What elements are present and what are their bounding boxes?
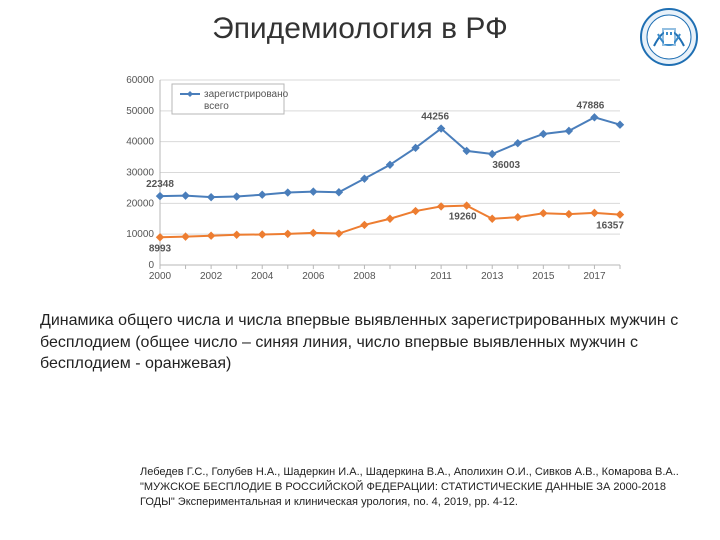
epidemiology-chart: 0 10000 20000 30000 40000 50000 60000 2000 2002 2… xyxy=(110,70,630,290)
svg-text:60000: 60000 xyxy=(126,75,154,86)
chart-caption: Динамика общего числа и числа впервые вы… xyxy=(40,310,680,375)
svg-text:47886: 47886 xyxy=(577,100,605,111)
svg-text:16357: 16357 xyxy=(596,221,624,232)
svg-text:10000: 10000 xyxy=(126,229,154,240)
svg-text:2013: 2013 xyxy=(481,271,504,282)
slide-title: Эпидемиология в РФ xyxy=(0,12,720,46)
svg-text:2015: 2015 xyxy=(532,271,555,282)
svg-text:2017: 2017 xyxy=(583,271,606,282)
svg-text:2011: 2011 xyxy=(430,271,452,282)
svg-text:36003: 36003 xyxy=(492,160,520,171)
svg-text:30000: 30000 xyxy=(126,168,154,179)
svg-text:50000: 50000 xyxy=(126,106,154,117)
svg-text:8993: 8993 xyxy=(149,243,172,254)
svg-text:2006: 2006 xyxy=(302,271,325,282)
svg-text:44256: 44256 xyxy=(421,112,449,123)
svg-text:40000: 40000 xyxy=(126,137,154,148)
svg-text:20000: 20000 xyxy=(126,198,154,209)
svg-text:всего: всего xyxy=(204,101,229,112)
svg-text:2000: 2000 xyxy=(149,271,172,282)
svg-text:зарегистрировано: зарегистрировано xyxy=(204,89,289,100)
svg-text:2004: 2004 xyxy=(251,271,274,282)
svg-text:22348: 22348 xyxy=(146,179,174,190)
citation-text: Лебедев Г.С., Голубев Н.А., Шадеркин И.А… xyxy=(140,465,680,510)
svg-text:19260: 19260 xyxy=(449,212,477,223)
university-logo xyxy=(638,6,700,68)
svg-text:2008: 2008 xyxy=(353,271,376,282)
svg-text:0: 0 xyxy=(148,260,154,271)
svg-text:2002: 2002 xyxy=(200,271,223,282)
